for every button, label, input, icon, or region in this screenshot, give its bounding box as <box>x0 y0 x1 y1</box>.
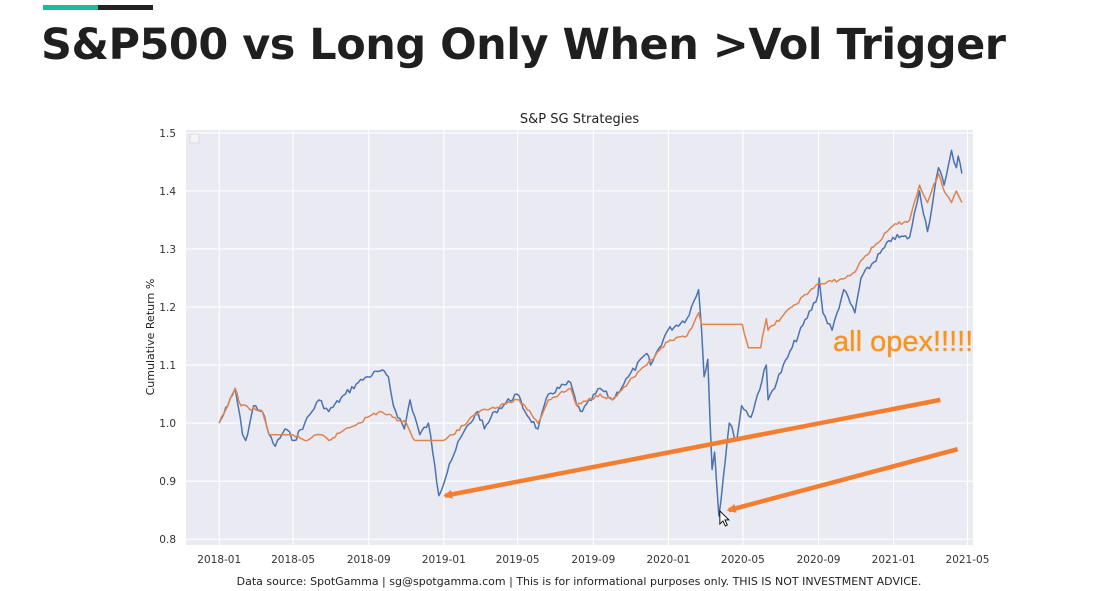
mouse-pointer-icon <box>719 509 730 527</box>
mouse-pointer-icon <box>719 509 730 527</box>
y-tick-label: 0.8 <box>159 534 176 546</box>
series-layer <box>218 149 963 517</box>
x-tick-label: 2020-09 <box>797 554 841 566</box>
y-tick-label: 1.0 <box>159 418 176 430</box>
chart-title: S&P SG Strategies <box>520 112 639 127</box>
y-axis-label: Cumulative Return % <box>144 279 157 396</box>
annotation-arrow-2 <box>726 447 959 513</box>
series-line-1 <box>218 149 963 517</box>
y-tick-label: 1.2 <box>159 302 176 314</box>
accent-segment-dark <box>98 5 153 10</box>
y-tick-label: 1.1 <box>159 360 176 372</box>
grid-lines <box>186 130 973 545</box>
accent-segment-teal <box>43 5 98 10</box>
x-tick-label: 2020-05 <box>721 554 765 566</box>
annotation-arrows <box>443 397 959 513</box>
legend-box <box>189 133 200 144</box>
y-tick-label: 1.4 <box>159 186 176 198</box>
footnote: Data source: SpotGamma | sg@spotgamma.co… <box>236 575 922 588</box>
series-line-2 <box>218 172 963 442</box>
slide-title: S&P500 vs Long Only When >Vol Trigger <box>41 20 1006 70</box>
title-accent-bar <box>43 5 153 10</box>
y-tick-label: 0.9 <box>159 476 176 488</box>
x-tick-label: 2018-09 <box>347 554 391 566</box>
y-tick-label: 1.5 <box>159 128 176 140</box>
x-tick-label: 2021-01 <box>872 554 916 566</box>
x-tick-labels: 2018-01 2018-05 2018-09 2019-01 2019-05 2019-… <box>197 554 989 566</box>
x-tick-label: 2019-09 <box>571 554 615 566</box>
plot-area <box>186 130 973 545</box>
x-tick-label: 2018-01 <box>197 554 241 566</box>
callout-text: all opex!!!!! <box>833 326 974 358</box>
annotation-arrow-1 <box>443 397 941 499</box>
x-tick-label: 2019-01 <box>422 554 466 566</box>
x-tick-label: 2020-01 <box>646 554 690 566</box>
y-tick-labels: 0.8 0.9 1.0 1.1 1.2 1.3 1.4 1.5 <box>159 128 176 546</box>
x-tick-label: 2018-05 <box>271 554 315 566</box>
y-tick-label: 1.3 <box>159 244 176 256</box>
x-tick-label: 2019-05 <box>496 554 540 566</box>
x-tick-label: 2021-05 <box>946 554 990 566</box>
